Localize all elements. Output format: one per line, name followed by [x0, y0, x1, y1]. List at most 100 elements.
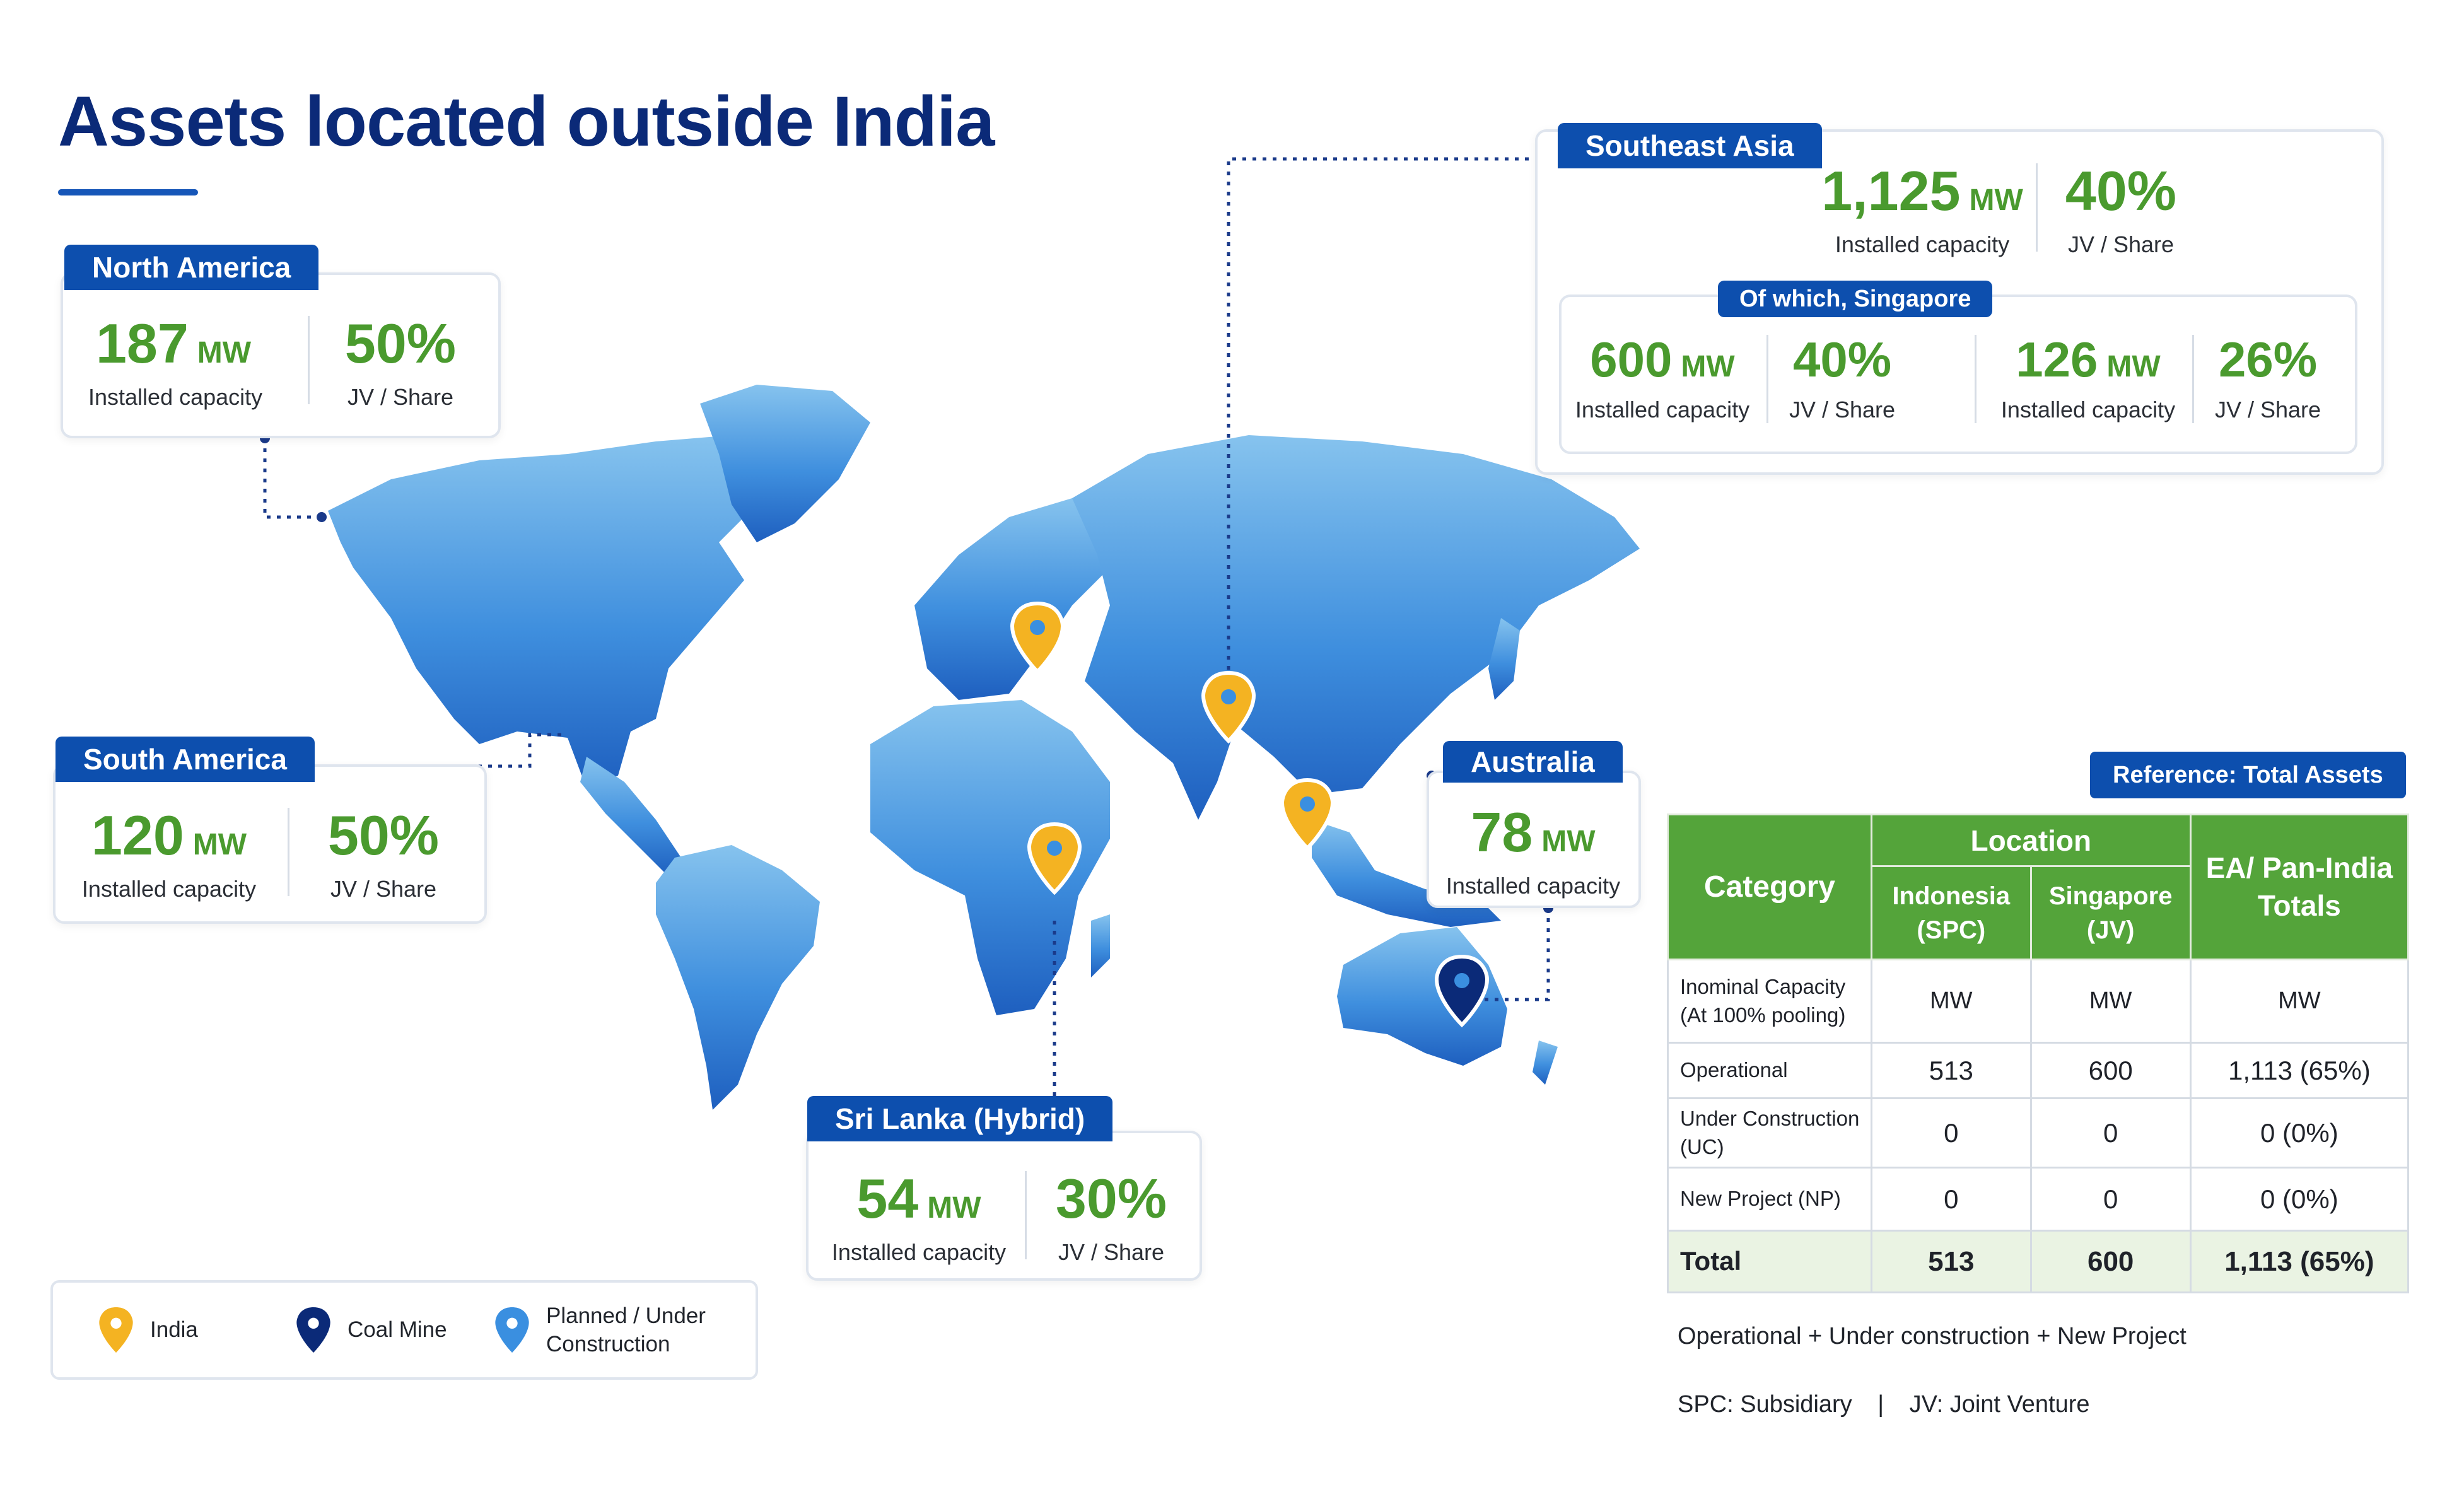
cell-total: MW	[2189, 959, 2410, 1044]
divider	[308, 316, 310, 404]
map-pin-icon	[1027, 822, 1082, 895]
north-america-tab: North America	[64, 245, 319, 290]
cell-total: 0 (0%)	[2189, 1167, 2410, 1232]
singapore-card: 600 MW Installed capacity 40% JV / Share …	[1559, 294, 2357, 454]
cell-singapore: 0	[2029, 1097, 2192, 1169]
reference-badge: Reference: Total Assets	[2090, 752, 2406, 798]
row-category: Operational	[1667, 1042, 1872, 1099]
southeast-asia-card: 1,125 MW Installed capacity 40% JV / Shar…	[1535, 129, 2384, 475]
divider	[1025, 1171, 1027, 1259]
table-row: New Project (NP) 0 0 0 (0%)	[1667, 1167, 2410, 1232]
map-pin-icon	[1010, 601, 1065, 675]
divider	[1766, 335, 1768, 423]
header-indonesia: Indonesia (SPC)	[1870, 865, 2032, 960]
capacity-value: 126	[2016, 332, 2098, 387]
capacity-label: Installed capacity	[81, 876, 257, 902]
capacity-label: Installed capacity	[1445, 873, 1621, 899]
landmass-madagascar	[1091, 914, 1110, 977]
connector-dot	[317, 512, 327, 522]
capacity-label: Installed capacity	[831, 1239, 1007, 1265]
singapore-tab: Of which, Singapore	[1718, 281, 1993, 317]
header-line: Singapore	[2048, 882, 2173, 910]
table-total-row: Total 513 600 1,113 (65%)	[1667, 1230, 2410, 1293]
divider	[2192, 335, 2194, 423]
share-value: 40%	[1792, 332, 1892, 387]
share-label: JV / Share	[347, 384, 454, 410]
capacity-value: 120	[91, 804, 184, 866]
connector-southeast-asia	[1227, 157, 1553, 700]
landmass-south-america	[656, 845, 820, 1110]
singapore-capacity-b: 126 MW Installed capacity	[1997, 335, 2180, 423]
sri-lanka-tab: Sri Lanka (Hybrid)	[807, 1096, 1113, 1141]
share-label: JV / Share	[330, 876, 437, 902]
spc-note: SPC: Subsidiary	[1678, 1391, 1852, 1418]
legend-label: India	[150, 1317, 198, 1343]
map-pin-icon	[1201, 670, 1256, 744]
cell-singapore: MW	[2029, 959, 2192, 1044]
south-america-share: 50% JV / Share	[314, 808, 453, 902]
header-line: (JV)	[2086, 916, 2135, 944]
share-label: JV / Share	[1058, 1239, 1165, 1265]
capacity-value: 600	[1590, 332, 1673, 387]
singapore-share-b: 26% JV / Share	[2205, 335, 2331, 423]
cell-total: 0 (0%)	[2189, 1097, 2410, 1169]
row-category: New Project (NP)	[1667, 1167, 1872, 1232]
map-pin-icon	[1280, 778, 1335, 851]
total-total: 1,113 (65%)	[2189, 1230, 2410, 1293]
landmass-africa	[870, 700, 1110, 1015]
singapore-share-a: 40% JV / Share	[1779, 335, 1905, 423]
landmass-central-america	[580, 757, 681, 877]
capacity-value: 78	[1471, 801, 1533, 863]
australia-card: 78 MW Installed capacity	[1427, 771, 1641, 908]
singapore-capacity-a: 600 MW Installed capacity	[1574, 335, 1751, 423]
divider	[2036, 163, 2038, 252]
map-pin-icon	[1434, 954, 1490, 1028]
legend-line: Construction	[546, 1332, 670, 1356]
share-label: JV / Share	[2067, 231, 2175, 257]
table-row: Operational 513 600 1,113 (65%)	[1667, 1042, 2410, 1099]
share-value: 26%	[2218, 332, 2318, 387]
australia-tab: Australia	[1443, 741, 1623, 783]
share-value: 50%	[327, 804, 440, 866]
cell-indonesia: 0	[1870, 1097, 2032, 1169]
table-header-row: Category Location EA/ Pan-India Totals	[1667, 813, 2410, 960]
landmass-north-america	[328, 435, 788, 788]
cell-indonesia: 513	[1870, 1042, 2032, 1099]
header-totals: EA/ Pan-India Totals	[2189, 813, 2410, 960]
capacity-value: 54	[856, 1167, 919, 1230]
capacity-label: Installed capacity	[1575, 397, 1750, 423]
note-separator: |	[1877, 1391, 1884, 1418]
india-pin-icon	[99, 1307, 133, 1353]
sri-lanka-share: 30% JV / Share	[1045, 1171, 1177, 1266]
page-title: Assets located outside India	[58, 82, 995, 161]
capacity-label: Installed capacity	[88, 384, 263, 410]
table-row: Inominal Capacity (At 100% pooling) MW MW…	[1667, 959, 2410, 1044]
connector-north-america	[263, 438, 322, 519]
header-singapore: Singapore (JV)	[2029, 865, 2192, 960]
category-line: Under Construction	[1680, 1106, 1860, 1130]
south-america-tab: South America	[55, 737, 315, 782]
capacity-value: 187	[95, 312, 189, 375]
formula-note: Operational + Under construction + New P…	[1678, 1323, 2187, 1350]
share-label: JV / Share	[1789, 397, 1896, 423]
share-label: JV / Share	[2214, 397, 2321, 423]
total-singapore: 600	[2029, 1230, 2192, 1293]
planned-pin-icon	[495, 1307, 529, 1353]
capacity-unit: MW	[197, 336, 252, 370]
capacity-unit: MW	[1681, 350, 1735, 383]
header-category: Category	[1667, 813, 1872, 960]
divider	[1975, 335, 1976, 423]
landmass-greenland	[700, 385, 870, 542]
south-america-card: 120 MW Installed capacity 50% JV / Share	[53, 764, 487, 924]
southeast-asia-share: 40% JV / Share	[2055, 163, 2187, 258]
capacity-label: Installed capacity	[1835, 231, 2010, 257]
landmass-new-zealand	[1533, 1041, 1558, 1085]
title-underline	[58, 189, 198, 195]
header-line: Indonesia	[1892, 882, 2011, 910]
category-line: (At 100% pooling)	[1680, 1003, 1846, 1027]
coal-mine-pin-icon	[296, 1307, 330, 1353]
southeast-asia-capacity: 1,125 MW Installed capacity	[1815, 163, 2029, 258]
header-location: Location	[1870, 813, 2192, 867]
cell-singapore: 600	[2029, 1042, 2192, 1099]
